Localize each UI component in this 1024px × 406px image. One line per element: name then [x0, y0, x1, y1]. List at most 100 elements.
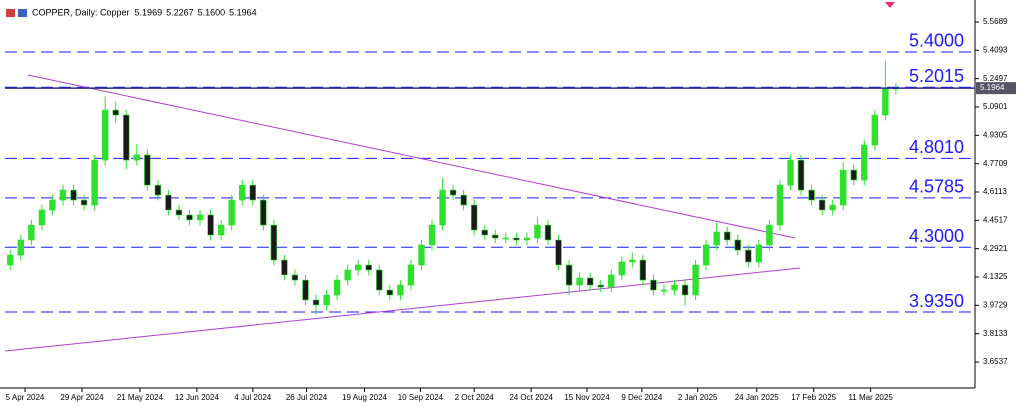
x-tick-label: 10 Sep 2024: [398, 393, 444, 402]
candle-body: [671, 284, 678, 291]
y-tick-label: 4.7709: [983, 159, 1008, 168]
candle-body: [629, 259, 636, 263]
y-tick-label: 4.9305: [983, 130, 1008, 139]
candle-body: [418, 244, 425, 266]
candle-body: [80, 199, 88, 206]
candle-body: [650, 279, 657, 291]
candle-body: [597, 284, 604, 288]
y-tick-label: 5.0901: [983, 102, 1008, 111]
candle-body: [270, 224, 278, 261]
y-tick-label: 4.6113: [983, 187, 1007, 196]
level-label: 5.2015: [909, 66, 964, 86]
candle-body: [586, 277, 594, 286]
trendline: [27, 74, 796, 239]
candle-body: [713, 231, 720, 246]
candle-body: [196, 214, 204, 221]
candle-body: [882, 87, 889, 116]
candle-body: [186, 214, 193, 221]
candle-body: [439, 189, 446, 226]
candle-body: [333, 279, 341, 296]
candle-body: [755, 244, 763, 263]
candle-body: [376, 269, 383, 291]
candle-body: [207, 214, 214, 236]
candle-body: [608, 274, 615, 288]
marker: [885, 2, 895, 8]
x-tick-label: 12 Jun 2024: [175, 393, 220, 402]
candle-body: [681, 284, 689, 296]
candle-body: [565, 264, 573, 286]
candle-body: [808, 189, 815, 201]
x-tick-label: 2 Jan 2025: [678, 393, 718, 402]
candle-body: [523, 237, 531, 241]
candle-body: [355, 264, 362, 271]
candle-body: [850, 169, 857, 181]
candle-body: [291, 274, 299, 281]
candle-body: [513, 237, 520, 241]
candle-body: [101, 109, 109, 161]
level-label: 3.9350: [909, 291, 964, 311]
candle-body: [217, 224, 225, 236]
candle-body: [123, 114, 130, 161]
candle-body: [133, 154, 140, 161]
level-label: 4.3000: [909, 226, 964, 246]
candle-body: [28, 224, 35, 241]
x-tick-label: 4 Jul 2024: [234, 393, 271, 402]
y-tick-label: 5.2497: [983, 74, 1008, 83]
candle-body: [239, 184, 246, 201]
last-price-label: 5.1964: [980, 83, 1005, 92]
candle-body: [70, 189, 77, 201]
x-tick-label: 29 Apr 2024: [60, 393, 104, 402]
candle-body: [260, 199, 267, 226]
chart-icon: [18, 9, 27, 17]
candle-body: [449, 189, 457, 196]
chart-icon: [6, 9, 15, 17]
candle-body: [840, 169, 847, 206]
candle-body: [323, 294, 330, 306]
candle-body: [618, 261, 625, 276]
candle-body: [59, 189, 67, 201]
candle-body: [38, 209, 46, 226]
x-tick-label: 5 Apr 2024: [6, 393, 45, 402]
candle-body: [112, 109, 119, 116]
candle-body: [302, 279, 309, 301]
chart-title: COPPER, Daily: Copper: [32, 7, 130, 17]
candle-body: [766, 224, 773, 246]
candle-body: [165, 194, 172, 211]
candle-body: [428, 224, 436, 246]
candle-body: [871, 114, 879, 146]
candle-body: [249, 184, 256, 201]
x-tick-label: 9 Dec 2024: [621, 393, 662, 402]
x-tick-label: 19 Aug 2024: [342, 393, 387, 402]
level-label: 4.5785: [909, 177, 964, 197]
candle-body: [365, 264, 372, 271]
candle-body: [534, 224, 541, 239]
quote-value: 5.1600: [198, 7, 226, 17]
candle-body: [312, 299, 320, 306]
quote-value: 5.2267: [166, 7, 194, 17]
candle-body: [639, 259, 647, 281]
y-tick-label: 5.5689: [983, 17, 1008, 26]
y-tick-label: 3.6537: [983, 357, 1008, 366]
last-price-box: [976, 82, 1016, 95]
x-tick-label: 21 May 2024: [117, 393, 164, 402]
candle-body: [386, 289, 394, 296]
candle-body: [154, 184, 162, 196]
candle-body: [460, 194, 467, 206]
candle-body: [787, 159, 794, 186]
candle-body: [660, 289, 668, 292]
candle-body: [776, 184, 784, 226]
x-tick-label: 15 Nov 2024: [564, 393, 610, 402]
candle-body: [481, 229, 488, 236]
y-tick-label: 4.4517: [983, 215, 1008, 224]
candle-body: [797, 159, 805, 191]
candle-body: [7, 254, 14, 266]
level-label: 4.8010: [909, 137, 964, 157]
y-tick-label: 5.4093: [983, 45, 1008, 54]
candle-body: [544, 224, 552, 241]
candle-body: [17, 239, 25, 256]
quote-value: 5.1964: [229, 7, 257, 17]
x-tick-label: 2 Oct 2024: [455, 393, 495, 402]
candle-body: [861, 144, 868, 181]
